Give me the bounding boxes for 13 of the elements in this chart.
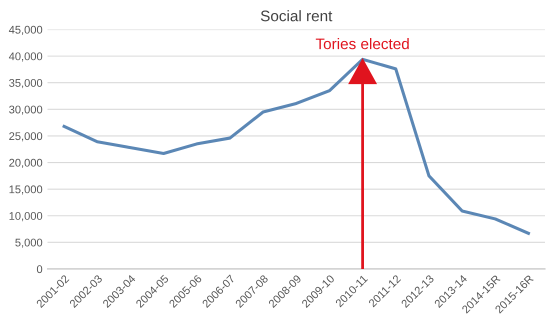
y-tick-label: 0 [36, 265, 42, 274]
y-tick-label: 5,000 [15, 238, 42, 248]
ref-line-label: Tories elected [316, 38, 409, 50]
y-tick-label: 45,000 [8, 26, 42, 35]
y-tick-label: 35,000 [9, 78, 42, 88]
y-tick-label: 25,000 [9, 132, 42, 142]
y-tick-label: 15,000 [10, 185, 42, 195]
y-tick-label: 20,000 [9, 158, 42, 168]
y-tick-label: 30,000 [9, 106, 42, 115]
line-series [62, 58, 530, 235]
y-tick-label: 40,000 [8, 52, 42, 62]
chart-title: Social rent [260, 10, 332, 22]
y-tick-label: 10,000 [10, 212, 42, 222]
